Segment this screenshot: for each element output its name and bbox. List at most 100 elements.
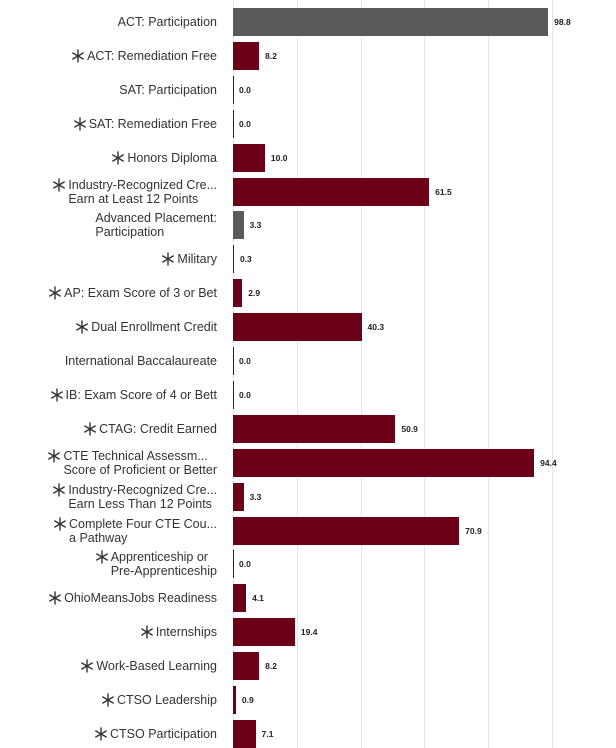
bar <box>233 313 362 342</box>
data-label: 0.0 <box>239 389 251 400</box>
bar <box>233 448 535 477</box>
category-label: Internships <box>2 618 217 646</box>
star-icon <box>140 625 154 639</box>
data-label: 98.8 <box>554 17 571 27</box>
y-tick-label: Internships <box>155 625 217 640</box>
star-icon <box>75 320 89 334</box>
category-label: SAT: Participation <box>2 76 217 104</box>
star-icon <box>111 150 125 165</box>
category-label: Industry-Recognized Cre... Earn Less Tha… <box>2 483 217 511</box>
star-icon <box>83 422 97 436</box>
y-tick-label: CTAG: Credit Earned <box>99 421 217 436</box>
label-group: Military <box>161 252 217 266</box>
y-tick-label: AP: Exam Score of 3 or Bet <box>64 286 217 301</box>
label-group: Work-Based Learning <box>80 659 217 673</box>
bar <box>233 279 243 308</box>
bar <box>233 550 234 579</box>
grid-line <box>552 0 553 748</box>
label-group: Industry-Recognized Cre... Earn at Least… <box>52 178 217 206</box>
category-label: AP: Exam Score of 3 or Bet <box>2 279 217 307</box>
category-label: Dual Enrollment Credit <box>2 313 217 341</box>
category-label: CTSO Participation <box>2 720 217 748</box>
label-group: Industry-Recognized Cre... Earn Less Tha… <box>52 483 217 511</box>
category-label: ACT: Remediation Free <box>2 42 217 70</box>
label-group: ACT: Remediation Free <box>71 49 217 63</box>
star-icon <box>80 659 94 673</box>
bar <box>233 8 549 36</box>
bar <box>233 380 234 409</box>
label-group: Apprenticeship or Pre-Apprenticeship <box>95 550 217 578</box>
label-group: Dual Enrollment Credit <box>75 320 217 334</box>
y-tick-label: Dual Enrollment Credit <box>91 320 217 335</box>
grid-line <box>424 0 426 748</box>
data-label: 19.4 <box>300 627 318 638</box>
label-group: Internships <box>140 625 217 639</box>
category-label: Complete Four CTE Cou... a Pathway <box>2 517 217 545</box>
bar <box>233 618 295 647</box>
bar <box>233 245 234 274</box>
bar <box>233 516 460 545</box>
star-icon <box>101 693 115 707</box>
bar <box>233 41 260 70</box>
y-tick-label: Industry-Recognized Cre... Earn at Least… <box>68 177 217 206</box>
category-label: Work-Based Learning <box>2 652 217 680</box>
y-tick-label: CTE Technical Assessm... Score of Profic… <box>63 448 217 477</box>
y-tick-label: International Baccalaureate <box>64 354 217 368</box>
star-icon <box>161 252 175 266</box>
star-icon <box>52 177 66 192</box>
category-label: Apprenticeship or Pre-Apprenticeship <box>2 550 217 578</box>
star-icon <box>47 448 61 463</box>
data-label: 0.0 <box>239 84 251 95</box>
bar <box>233 75 234 104</box>
y-tick-label: Honors Diploma <box>127 150 217 165</box>
star-icon <box>94 727 108 741</box>
bar <box>233 719 256 748</box>
data-label: 94.4 <box>540 457 557 468</box>
category-label: IB: Exam Score of 4 or Bett <box>2 381 217 409</box>
bar <box>233 143 265 172</box>
grid-line <box>360 0 362 748</box>
y-tick-label: CTSO Leadership <box>116 693 217 707</box>
y-tick-label: ACT: Remediation Free <box>87 48 217 63</box>
bar <box>233 347 234 375</box>
category-label: SAT: Remediation Free <box>2 110 217 138</box>
category-label: Industry-Recognized Cre... Earn at Least… <box>2 178 217 206</box>
category-label: International Baccalaureate <box>2 347 217 375</box>
category-label: CTE Technical Assessm... Score of Profic… <box>2 449 217 477</box>
bar <box>233 652 260 681</box>
label-group: OhioMeansJobs Readiness <box>48 591 217 605</box>
label-group: International Baccalaureate <box>65 354 217 368</box>
y-tick-label: Complete Four CTE Cou... a Pathway <box>69 516 217 545</box>
y-tick-label: IB: Exam Score of 4 or Bett <box>65 387 217 402</box>
y-tick-label: SAT: Remediation Free <box>88 116 217 131</box>
bar <box>233 686 236 714</box>
category-label: CTAG: Credit Earned <box>2 415 217 443</box>
y-tick-label: Work-Based Learning <box>96 659 217 674</box>
category-label: OhioMeansJobs Readiness <box>2 584 217 612</box>
grid-line <box>488 0 490 748</box>
y-tick-label: OhioMeansJobs Readiness <box>64 591 217 606</box>
label-group: CTE Technical Assessm... Score of Profic… <box>47 449 217 477</box>
data-label: 4.1 <box>252 593 264 604</box>
data-label: 0.0 <box>239 559 251 570</box>
data-label: 0.0 <box>239 356 251 366</box>
data-label: 0.9 <box>241 695 254 705</box>
category-label: Honors Diploma <box>2 144 217 172</box>
label-group: CTAG: Credit Earned <box>83 422 217 436</box>
label-group: SAT: Participation <box>119 83 217 97</box>
data-label: 40.3 <box>367 322 385 333</box>
data-label: 0.0 <box>239 118 251 129</box>
label-group: SAT: Remediation Free <box>73 117 217 131</box>
category-label: Advanced Placement: Participation <box>2 211 217 239</box>
label-group: Advanced Placement: Participation <box>95 211 217 239</box>
y-tick-label: ACT: Participation <box>117 15 217 29</box>
y-tick-label: SAT: Participation <box>119 82 217 97</box>
star-icon <box>95 550 109 565</box>
y-tick-label: Industry-Recognized Cre... Earn Less Tha… <box>68 482 217 511</box>
star-icon <box>48 591 62 605</box>
label-group: Complete Four CTE Cou... a Pathway <box>53 517 217 545</box>
data-label: 0.3 <box>239 254 252 265</box>
label-group: AP: Exam Score of 3 or Bet <box>48 286 217 300</box>
bar <box>233 584 247 613</box>
